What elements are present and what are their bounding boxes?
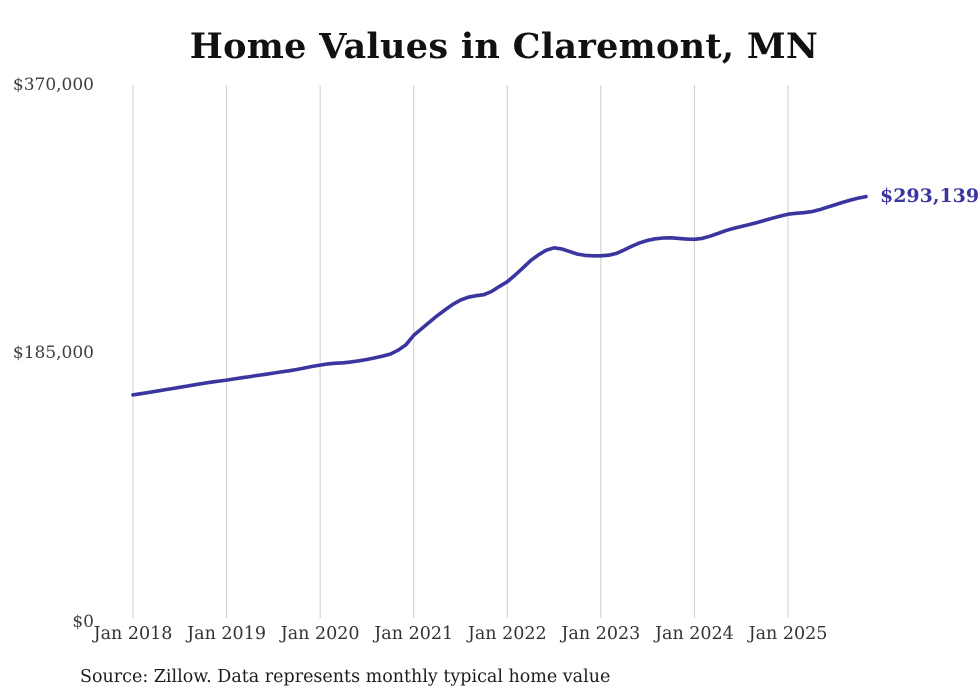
x-tick-label: Jan 2018 [93,624,173,644]
chart-title: Home Values in Claremont, MN [189,26,819,67]
year-gridlines [132,85,789,618]
home-value-line [131,194,868,397]
x-tick-label: Jan 2022 [467,624,547,644]
x-tick-label: Jan 2025 [748,624,828,644]
x-tick-label: Jan 2023 [561,624,641,644]
y-tick-label: $0 [72,611,94,632]
x-tick-label: Jan 2024 [655,624,734,644]
y-tick-label: $370,000 [12,74,94,95]
latest-value-label: $293,139 [879,184,980,207]
x-tick-label: Jan 2020 [280,624,360,644]
x-tick-label: Jan 2019 [187,624,266,644]
source-note: Source: Zillow. Data represents monthly … [80,667,611,687]
y-tick-label: $185,000 [12,343,94,363]
x-tick-label: Jan 2021 [374,624,454,644]
